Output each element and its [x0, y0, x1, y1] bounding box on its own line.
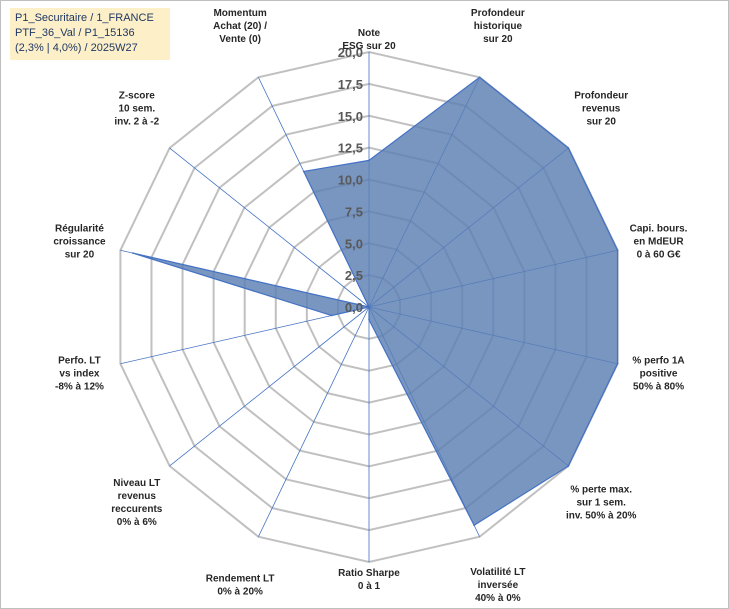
axis-label-6: Volatilité LT inversée 40% à 0% — [470, 567, 525, 604]
tick-label-6: 15,0 — [338, 109, 363, 124]
axis-label-line: revenus — [582, 103, 621, 114]
axis-label-5: % perte max. sur 1 sem. inv. 50% à 20% — [566, 485, 637, 522]
tick-label-0: 0,0 — [345, 300, 363, 315]
axis-label-8: Rendement LT 0% à 20% — [206, 574, 275, 598]
data-point-1 — [478, 76, 481, 79]
data-point-13 — [302, 170, 305, 173]
axis-label-line: 0% à 6% — [117, 517, 157, 528]
axis-label-line: sur 20 — [65, 249, 95, 260]
info-line-portfolio: P1_Securitaire / 1_FRANCE — [15, 12, 154, 24]
axis-label-0: Note ESG sur 20 — [342, 28, 396, 52]
tick-label-2: 5,0 — [345, 236, 363, 251]
axis-label-line: % perte max. — [570, 485, 632, 496]
axis-spoke-9 — [169, 306, 370, 467]
axis-label-line: Achat (20) / — [213, 21, 267, 32]
data-area-polygon — [132, 76, 619, 527]
axis-label-line: Momentum — [213, 8, 266, 19]
tick-label-7: 17,5 — [338, 77, 363, 92]
info-line-period: (2,3% | 4,0%) / 2025W27 — [15, 42, 138, 54]
info-box: P1_Securitaire / 1_FRANCE PTF_36_Val / P… — [10, 8, 170, 60]
axis-label-line: Niveau LT — [113, 478, 160, 489]
axis-spoke-10 — [120, 306, 370, 365]
axis-label-line: 0% à 20% — [217, 587, 263, 598]
data-point-5 — [567, 465, 570, 467]
axis-label-2: Profondeur revenus sur 20 — [574, 90, 628, 127]
axis-label-13: Momentum Achat (20) / Vente (0) — [213, 8, 267, 45]
axis-label-line: en MdEUR — [634, 236, 685, 247]
data-point-6 — [473, 524, 475, 527]
axis-label-line: inv. 50% à 20% — [566, 511, 637, 522]
axis-label-line: Ratio Sharpe — [338, 568, 400, 579]
axis-label-line: Régularité — [55, 223, 104, 234]
axis-label-line: Capi. bours. — [630, 223, 688, 234]
axis-label-9: Niveau LT revenus reccurents 0% à 6% — [111, 478, 163, 528]
axis-label-line: 0 à 60 G€ — [637, 249, 681, 260]
axis-label-layer: Note ESG sur 20 Profondeur historique sur 20… — [53, 8, 687, 604]
axis-label-3: Capi. bours. en MdEUR 0 à 60 G€ — [630, 223, 688, 260]
axis-label-line: 0 à 1 — [358, 581, 381, 592]
data-point-7 — [368, 318, 370, 321]
axis-label-line: Rendement LT — [206, 574, 275, 585]
data-point-3 — [616, 249, 619, 252]
axis-label-1: Profondeur historique sur 20 — [471, 8, 525, 45]
axis-label-line: positive — [640, 369, 678, 380]
axis-label-line: historique — [474, 21, 523, 32]
tick-label-5: 12,5 — [338, 141, 363, 156]
axis-label-line: 50% à 80% — [633, 382, 684, 393]
axis-label-line: inversée — [478, 580, 519, 591]
tick-label-layer: 0,0 2,5 5,0 7,5 10,0 12,5 15,0 17,5 20,0 — [338, 45, 363, 315]
axis-label-line: 40% à 0% — [475, 593, 521, 604]
info-line-identifier: PTF_36_Val / P1_15136 — [15, 27, 135, 39]
tick-label-3: 7,5 — [345, 204, 363, 219]
tick-label-4: 10,0 — [338, 173, 363, 188]
axis-label-line: sur 20 — [586, 116, 616, 127]
axis-label-line: inv. 2 à -2 — [114, 116, 159, 127]
data-point-2 — [567, 147, 570, 149]
axis-label-line: Z-score — [119, 90, 156, 101]
data-point-0 — [368, 159, 370, 162]
axis-label-line: -8% à 12% — [55, 382, 104, 393]
axis-label-line: ESG sur 20 — [342, 41, 396, 52]
tick-label-1: 2,5 — [345, 268, 363, 283]
axis-label-line: % perfo 1A — [632, 356, 684, 367]
axis-label-line: revenus — [118, 491, 157, 502]
axis-label-line: sur 20 — [483, 34, 513, 45]
axis-spoke-8 — [257, 306, 370, 537]
axis-label-line: vs index — [59, 369, 99, 380]
data-area-layer — [132, 76, 619, 527]
axis-label-10: Perfo. LT vs index -8% à 12% — [55, 356, 104, 393]
data-point-4 — [616, 362, 619, 365]
data-point-10 — [330, 314, 333, 317]
axis-label-line: croissance — [53, 236, 106, 247]
axis-label-4: % perfo 1A positive 50% à 80% — [632, 356, 684, 393]
axis-label-line: reccurents — [111, 504, 163, 515]
axis-label-line: 10 sem. — [118, 103, 155, 114]
axis-label-line: sur 1 sem. — [576, 498, 626, 509]
tick-label-8: 20,0 — [338, 45, 363, 60]
axis-label-11: Régularité croissance sur 20 — [53, 223, 106, 260]
axis-label-line: Vente (0) — [219, 34, 261, 45]
data-point-11 — [132, 252, 134, 254]
axis-label-line: Volatilité LT — [470, 567, 525, 578]
axis-label-line: Profondeur — [471, 8, 525, 19]
axis-label-line: Perfo. LT — [58, 356, 101, 367]
axis-label-7: Ratio Sharpe 0 à 1 — [338, 568, 400, 592]
axis-label-line: Note — [358, 28, 381, 39]
axis-label-line: Profondeur — [574, 90, 628, 101]
data-point-12 — [368, 306, 370, 308]
axis-spoke-12 — [169, 147, 370, 308]
axis-label-12: Z-score 10 sem. inv. 2 à -2 — [114, 90, 159, 127]
